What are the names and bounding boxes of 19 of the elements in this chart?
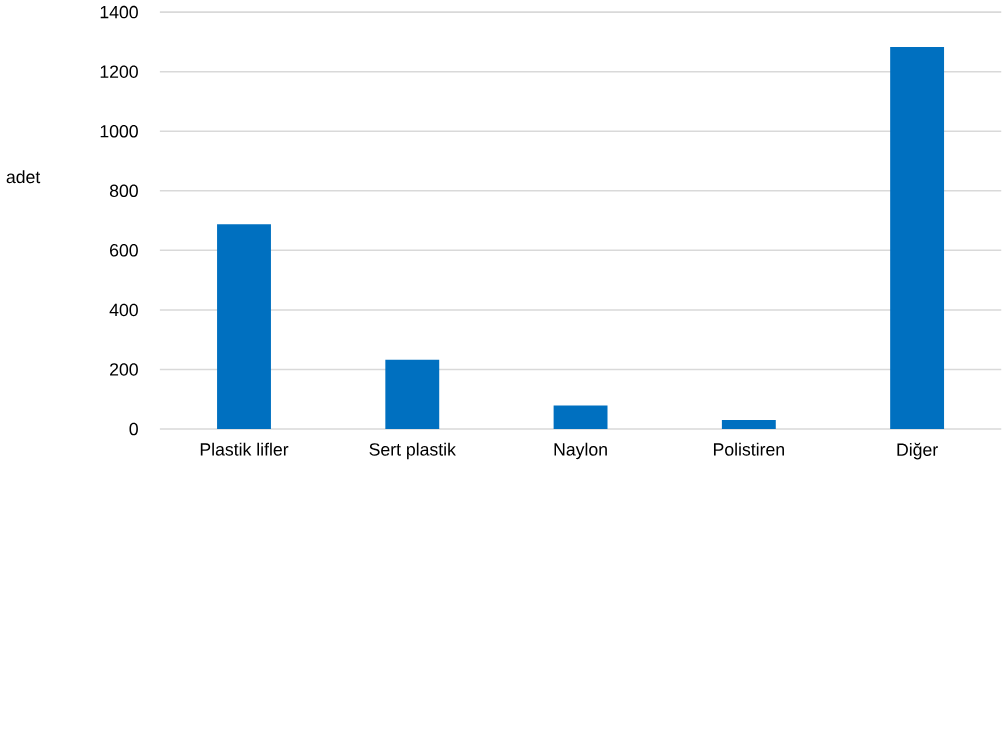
x-tick-label: Plastik lifler	[200, 442, 289, 456]
bar	[553, 405, 608, 430]
y-axis-title: adet	[6, 170, 41, 184]
bar	[385, 359, 440, 430]
x-tick-label: Polistiren	[713, 442, 784, 456]
bar	[721, 420, 776, 430]
y-tick-label: 600	[110, 244, 138, 257]
y-tick-label: 800	[109, 184, 138, 198]
x-tick-label: Sert plastik	[369, 442, 456, 460]
y-tick-label: 1000	[100, 125, 138, 138]
bar	[217, 224, 271, 430]
x-tick-label: Naylon	[554, 442, 607, 460]
y-tick-label: 1400	[100, 5, 138, 19]
x-tick-label: Diğer	[897, 442, 938, 460]
bar	[890, 47, 945, 430]
y-tick-label: 1200	[100, 65, 138, 79]
y-tick-label: 200	[110, 363, 138, 376]
y-tick-label: 400	[109, 303, 138, 317]
y-tick-label: 0	[129, 422, 138, 436]
